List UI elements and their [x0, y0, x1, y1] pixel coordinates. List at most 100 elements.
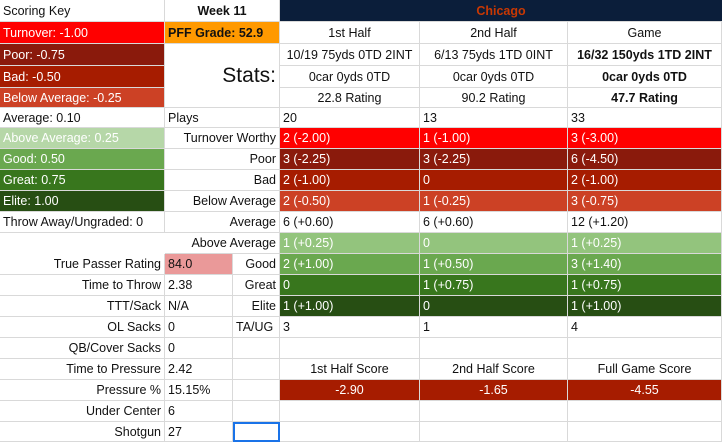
grade-value[interactable]: 6 (+0.60)	[280, 212, 420, 233]
empty-cell[interactable]	[233, 401, 280, 422]
grade-value[interactable]: 2 (-2.00)	[280, 128, 420, 149]
key-item[interactable]: Great: 0.75	[0, 170, 165, 191]
key-item[interactable]: Good: 0.50	[0, 149, 165, 170]
grade-value[interactable]: 3 (-0.75)	[568, 191, 722, 212]
metric-value[interactable]: 0	[165, 317, 233, 338]
metric-label[interactable]: Time to Pressure	[0, 359, 165, 380]
grade-value[interactable]: 2 (-0.50)	[280, 191, 420, 212]
metric-label[interactable]: Under Center	[0, 401, 165, 422]
grade-value[interactable]: 3 (-2.25)	[280, 149, 420, 170]
grade-value[interactable]: 12 (+1.20)	[568, 212, 722, 233]
grade-value[interactable]: 1 (+1.00)	[568, 296, 722, 317]
score-value[interactable]: -4.55	[568, 380, 722, 401]
stat-passing[interactable]: 10/19 75yds 0TD 2INT	[280, 44, 420, 66]
empty-cell[interactable]	[420, 422, 568, 442]
grade-value[interactable]: 3 (+1.40)	[568, 254, 722, 275]
grade-row-label[interactable]: Great	[233, 275, 280, 296]
score-value[interactable]: -1.65	[420, 380, 568, 401]
grade-value[interactable]: 0	[420, 233, 568, 254]
grade-row-label[interactable]: Average	[165, 212, 280, 233]
metric-label[interactable]: Pressure %	[0, 380, 165, 401]
scoring-key-title[interactable]: Scoring Key	[0, 0, 165, 22]
key-item[interactable]: Throw Away/Ungraded: 0	[0, 212, 165, 233]
grade-value[interactable]: 1 (+0.75)	[568, 275, 722, 296]
empty-cell[interactable]	[568, 422, 722, 442]
empty-cell[interactable]	[233, 380, 280, 401]
stat-rushing[interactable]: 0car 0yds 0TD	[568, 66, 722, 88]
stat-passing[interactable]: 6/13 75yds 1TD 0INT	[420, 44, 568, 66]
period-header[interactable]: 1st Half	[280, 22, 420, 44]
key-item[interactable]: Above Average: 0.25	[0, 128, 165, 149]
metric-value[interactable]: 27	[165, 422, 233, 442]
period-header[interactable]: Game	[568, 22, 722, 44]
period-header[interactable]: 2nd Half	[420, 22, 568, 44]
stat-rushing[interactable]: 0car 0yds 0TD	[420, 66, 568, 88]
pff-grade[interactable]: PFF Grade: 52.9	[165, 22, 280, 44]
grade-value[interactable]: 1 (+0.50)	[420, 254, 568, 275]
key-item[interactable]: Elite: 1.00	[0, 191, 165, 212]
key-item[interactable]: Below Average: -0.25	[0, 88, 165, 108]
grade-value[interactable]: 3 (-3.00)	[568, 128, 722, 149]
grade-value[interactable]: 4	[568, 317, 722, 338]
grade-value[interactable]: 33	[568, 108, 722, 128]
grade-value[interactable]: 0	[280, 275, 420, 296]
metric-value[interactable]: 6	[165, 401, 233, 422]
team-name-header[interactable]: Chicago	[280, 0, 722, 22]
grade-value[interactable]: 2 (-1.00)	[568, 170, 722, 191]
grade-value[interactable]: 20	[280, 108, 420, 128]
grade-row-label[interactable]: Good	[233, 254, 280, 275]
selected-cell[interactable]	[233, 422, 280, 442]
empty-cell[interactable]	[233, 338, 280, 359]
metric-label[interactable]: True Passer Rating	[0, 254, 165, 275]
stat-rating[interactable]: 22.8 Rating	[280, 88, 420, 108]
grade-row-label[interactable]: Above Average	[165, 233, 280, 254]
grade-row-label[interactable]: Below Average	[165, 191, 280, 212]
metric-label[interactable]: TTT/Sack	[0, 296, 165, 317]
metric-value[interactable]: 2.38	[165, 275, 233, 296]
stat-rating[interactable]: 47.7 Rating	[568, 88, 722, 108]
metric-value[interactable]: N/A	[165, 296, 233, 317]
grade-value[interactable]: 6 (-4.50)	[568, 149, 722, 170]
grade-value[interactable]: 1 (+1.00)	[280, 296, 420, 317]
grade-value[interactable]: 1 (-1.00)	[420, 128, 568, 149]
empty-cell[interactable]	[233, 359, 280, 380]
grade-value[interactable]: 6 (+0.60)	[420, 212, 568, 233]
grade-value[interactable]: 1 (+0.75)	[420, 275, 568, 296]
grade-value[interactable]: 1 (+0.25)	[568, 233, 722, 254]
score-label[interactable]: Full Game Score	[568, 359, 722, 380]
key-item[interactable]: Average: 0.10	[0, 108, 165, 128]
key-item[interactable]: Bad: -0.50	[0, 66, 165, 88]
grade-value[interactable]: 3	[280, 317, 420, 338]
stat-passing[interactable]: 16/32 150yds 1TD 2INT	[568, 44, 722, 66]
empty-cell[interactable]	[420, 401, 568, 422]
grade-row-label[interactable]: Poor	[165, 149, 280, 170]
grade-value[interactable]: 3 (-2.25)	[420, 149, 568, 170]
key-item[interactable]: Poor: -0.75	[0, 44, 165, 66]
empty-cell[interactable]	[280, 401, 420, 422]
grade-row-label[interactable]: TA/UG	[233, 317, 280, 338]
empty-cell[interactable]	[420, 338, 568, 359]
grade-value[interactable]: 0	[420, 296, 568, 317]
grade-row-label[interactable]: Turnover Worthy	[165, 128, 280, 149]
score-label[interactable]: 1st Half Score	[280, 359, 420, 380]
empty-cell[interactable]	[280, 422, 420, 442]
grade-value[interactable]: 0	[420, 170, 568, 191]
grade-value[interactable]: 2 (+1.00)	[280, 254, 420, 275]
stat-rushing[interactable]: 0car 0yds 0TD	[280, 66, 420, 88]
grade-row-label[interactable]: Elite	[233, 296, 280, 317]
grade-row-label[interactable]: Plays	[165, 108, 280, 128]
grade-row-label[interactable]: Bad	[165, 170, 280, 191]
metric-value[interactable]: 0	[165, 338, 233, 359]
grade-value[interactable]: 1	[420, 317, 568, 338]
grade-value[interactable]: 1 (+0.25)	[280, 233, 420, 254]
empty-cell[interactable]	[568, 401, 722, 422]
empty-cell[interactable]	[568, 338, 722, 359]
metric-label[interactable]: Time to Throw	[0, 275, 165, 296]
score-value[interactable]: -2.90	[280, 380, 420, 401]
empty-cell[interactable]	[280, 338, 420, 359]
week-label[interactable]: Week 11	[165, 0, 280, 22]
grade-value[interactable]: 13	[420, 108, 568, 128]
grade-value[interactable]: 1 (-0.25)	[420, 191, 568, 212]
key-item[interactable]: Turnover: -1.00	[0, 22, 165, 44]
metric-value[interactable]: 84.0	[165, 254, 233, 275]
